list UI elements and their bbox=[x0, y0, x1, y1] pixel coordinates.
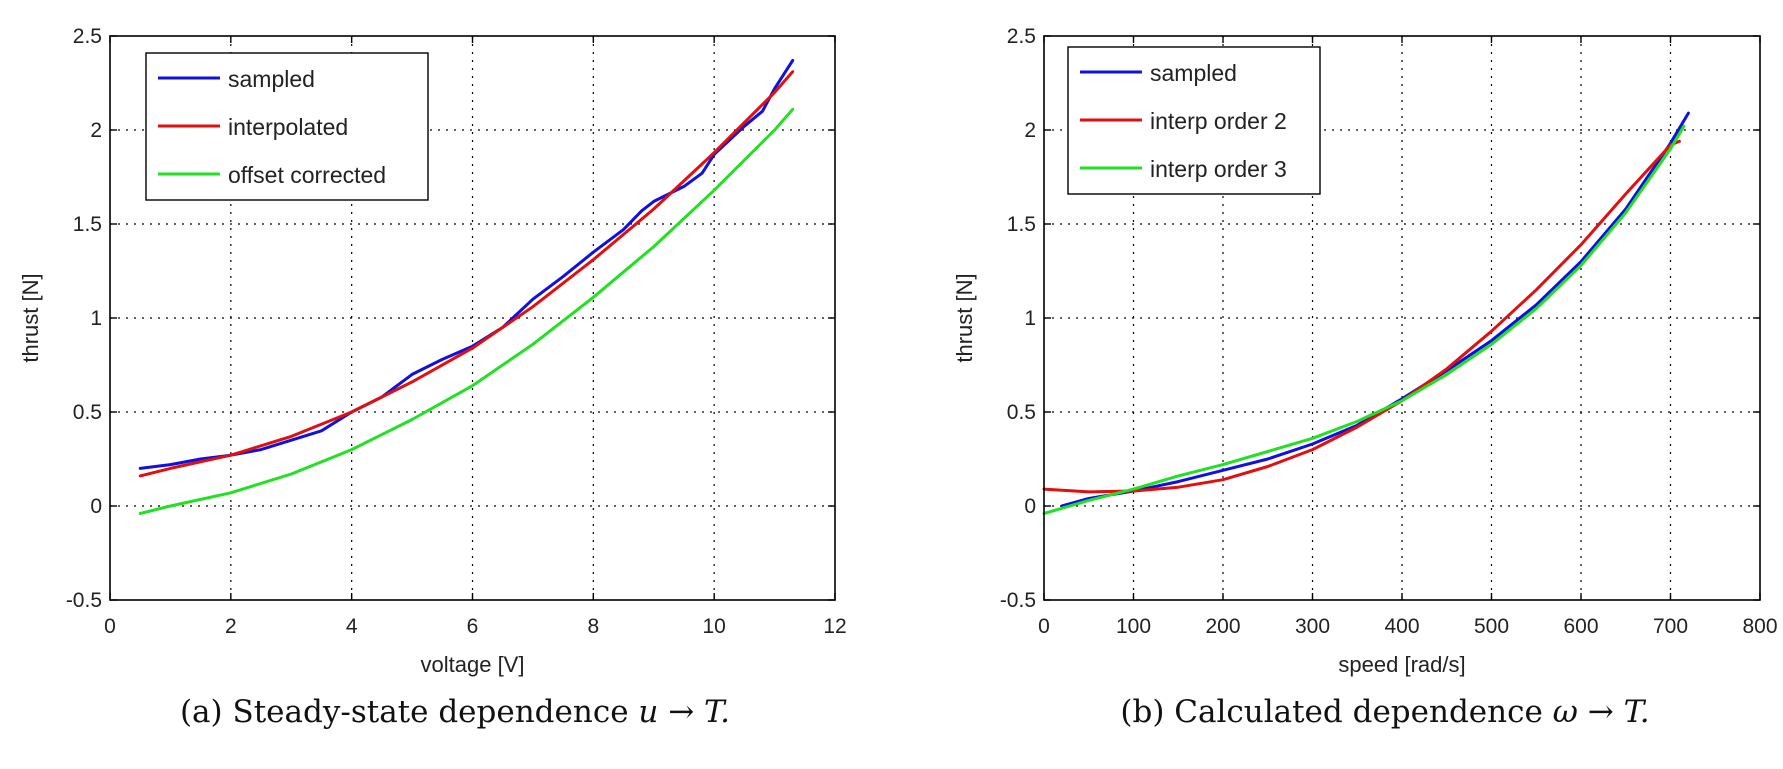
y-tick-label: 0.5 bbox=[73, 401, 102, 424]
y-axis-label: thrust [N] bbox=[18, 273, 43, 362]
y-axis-label: thrust [N] bbox=[952, 273, 977, 362]
legend-label: interpolated bbox=[228, 114, 348, 140]
series-line-interpolated bbox=[138, 70, 795, 478]
y-tick-label: 2.5 bbox=[73, 25, 102, 48]
legend-label: sampled bbox=[228, 66, 315, 92]
y-tick-label: 1.5 bbox=[1007, 213, 1036, 236]
legend: sampled interp order 2 interp order 3 bbox=[1067, 46, 1321, 195]
axes-frame bbox=[109, 35, 836, 601]
y-tick-label: 1.5 bbox=[73, 213, 102, 236]
series-line-interp-order-3 bbox=[1042, 124, 1686, 515]
series-line-sampled bbox=[138, 58, 795, 470]
x-tick-label: 800 bbox=[1742, 615, 1777, 638]
x-tick-label: 500 bbox=[1474, 615, 1509, 638]
x-tick-label: 4 bbox=[346, 615, 358, 638]
legend-label: interp order 3 bbox=[1150, 156, 1287, 182]
chart-panel-b: 0 100 200 300 400 500 600 700 800-0.500.511.522.… bbox=[952, 25, 1778, 730]
x-tick-label: 2 bbox=[225, 615, 237, 638]
y-tick-label: 0 bbox=[90, 495, 102, 518]
figure-caption: (a) Steady-state dependence u → T. bbox=[180, 694, 730, 730]
y-tick-label: 0.5 bbox=[1007, 401, 1036, 424]
x-tick-label: 300 bbox=[1295, 615, 1330, 638]
y-tick-label: -0.5 bbox=[1000, 589, 1036, 612]
y-tick-label: 1 bbox=[90, 307, 102, 330]
x-tick-label: 10 bbox=[702, 615, 725, 638]
legend: sampled interpolated offset corrected bbox=[145, 52, 429, 201]
x-axis-label: speed [rad/s] bbox=[1338, 652, 1465, 677]
y-tick-label: -0.5 bbox=[66, 589, 102, 612]
x-tick-label: 12 bbox=[823, 615, 846, 638]
x-tick-label: 600 bbox=[1563, 615, 1598, 638]
x-tick-label: 6 bbox=[467, 615, 479, 638]
y-tick-label: 0 bbox=[1024, 495, 1036, 518]
figure-caption: (b) Calculated dependence ω → T. bbox=[1120, 694, 1649, 730]
axes-frame bbox=[1043, 35, 1761, 601]
series-line-interp-order-2 bbox=[1042, 139, 1681, 494]
x-tick-label: 8 bbox=[587, 615, 599, 638]
legend-label: interp order 2 bbox=[1150, 108, 1287, 134]
y-tick-label: 2 bbox=[90, 119, 102, 142]
y-tick-label: 2 bbox=[1024, 119, 1036, 142]
x-tick-label: 0 bbox=[1038, 615, 1050, 638]
x-axis-label: voltage [V] bbox=[421, 652, 525, 677]
x-tick-label: 200 bbox=[1205, 615, 1240, 638]
x-tick-label: 400 bbox=[1384, 615, 1419, 638]
x-tick-label: 0 bbox=[104, 615, 116, 638]
x-tick-label: 100 bbox=[1116, 615, 1151, 638]
x-tick-label: 700 bbox=[1653, 615, 1688, 638]
series-line-offset-corrected bbox=[138, 107, 795, 515]
legend-label: offset corrected bbox=[228, 162, 386, 188]
legend-label: sampled bbox=[1150, 60, 1237, 86]
y-tick-label: 1 bbox=[1024, 307, 1036, 330]
chart-panel-a: 0 2 4 6 8 10 12-0.500.511.522.5sampledinterpol… bbox=[18, 25, 847, 730]
y-tick-label: 2.5 bbox=[1007, 25, 1036, 48]
